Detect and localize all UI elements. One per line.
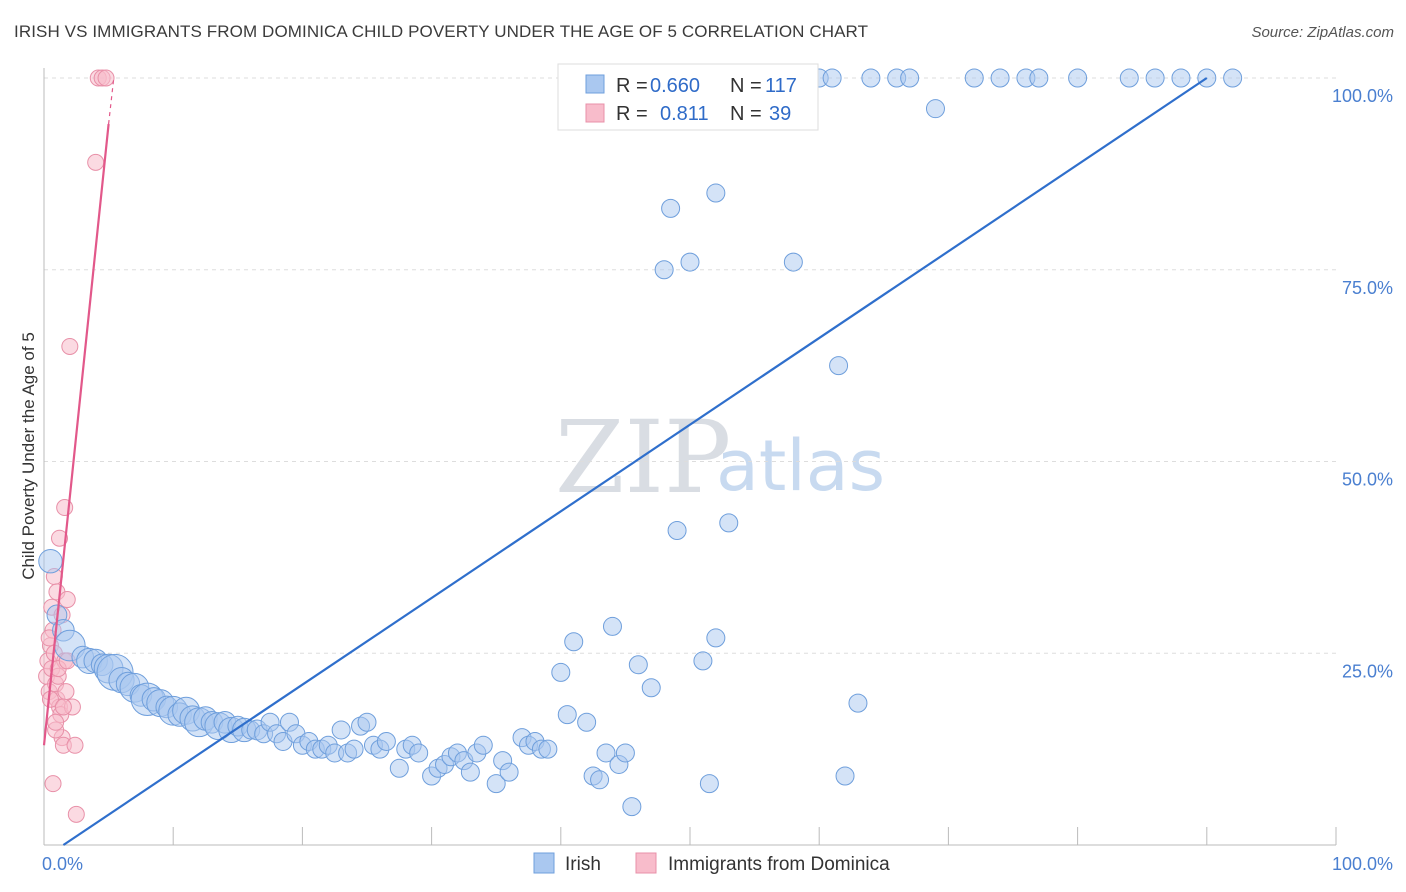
series-irish-points [38, 68, 1243, 817]
irish-point-51 [376, 731, 396, 751]
legend-r-label-dominica: R = [616, 103, 648, 125]
irish-point-94 [719, 513, 739, 533]
irish-point-48 [357, 712, 377, 732]
legend-n-label-dominica: N = [730, 103, 762, 125]
irish-point-100 [822, 68, 842, 88]
irish-point-78 [590, 770, 610, 790]
irish-point-44 [331, 720, 351, 740]
trend-line-irish [62, 77, 1208, 846]
dominica-point-34 [47, 713, 65, 731]
y-tick-label-0: 25.0% [1342, 661, 1393, 681]
trend-lines [42, 77, 1208, 846]
source-note: Source: ZipAtlas.com [1251, 24, 1394, 41]
irish-point-89 [680, 252, 700, 272]
irish-point-79 [596, 743, 616, 763]
legend-swatch-irish [585, 74, 605, 94]
irish-point-62 [460, 762, 480, 782]
y-tick-label-3: 100.0% [1332, 86, 1393, 106]
watermark-atlas: atlas [716, 425, 885, 507]
legend-n-value-irish: 117 [765, 75, 797, 97]
irish-point-73 [551, 662, 571, 682]
irish-point-64 [473, 735, 493, 755]
y-tick-label-1: 50.0% [1342, 470, 1393, 490]
irish-point-75 [564, 632, 584, 652]
legend-r-label-irish: R = [616, 75, 648, 97]
y-axis-label: Child Poverty Under the Age of 5 [19, 332, 38, 580]
irish-point-83 [622, 797, 642, 817]
bottom-legend-dominica: Immigrants from Dominica [668, 854, 890, 875]
irish-point-113 [1119, 68, 1139, 88]
dominica-point-27 [44, 775, 62, 793]
irish-point-55 [409, 743, 429, 763]
irish-point-90 [693, 651, 713, 671]
legend-n-value-dominica: 39 [769, 103, 791, 125]
irish-point-117 [1223, 68, 1243, 88]
legend-swatch-dominica [585, 103, 605, 123]
legend-r-value-dominica: 0.811 [660, 103, 709, 125]
irish-point-102 [835, 766, 855, 786]
stats-legend: R = 0.660 N = 117 R = 0.811 N = 39 [557, 63, 819, 131]
dominica-point-22 [58, 591, 76, 609]
irish-point-85 [641, 678, 661, 698]
x-tick-label-1: 100.0% [1332, 854, 1393, 874]
irish-point-0 [38, 549, 63, 574]
irish-point-93 [706, 183, 726, 203]
irish-point-107 [925, 99, 945, 119]
irish-point-91 [699, 774, 719, 794]
dominica-point-38 [97, 69, 115, 87]
dominica-point-23 [61, 337, 79, 355]
x-tick-label-0: 0.0% [42, 854, 83, 874]
irish-point-88 [667, 521, 687, 541]
dominica-point-26 [67, 805, 85, 823]
irish-point-86 [654, 260, 674, 280]
trend-line-dominica [42, 123, 110, 746]
irish-point-111 [1029, 68, 1049, 88]
irish-point-109 [990, 68, 1010, 88]
bottom-legend-irish: Irish [565, 854, 601, 875]
irish-point-115 [1171, 68, 1191, 88]
irish-point-67 [499, 762, 519, 782]
dominica-point-25 [66, 736, 84, 754]
irish-point-74 [557, 705, 577, 725]
legend-n-label-irish: N = [730, 75, 762, 97]
dominica-point-35 [87, 153, 105, 171]
x-tick-labels: 0.0% 100.0% [42, 854, 1393, 874]
bottom-legend-swatch-irish [533, 852, 555, 874]
gridlines [44, 77, 1336, 654]
y-tick-label-2: 75.0% [1342, 278, 1393, 298]
irish-point-84 [628, 655, 648, 675]
bottom-legend: Irish Immigrants from Dominica [533, 852, 890, 875]
irish-point-98 [783, 252, 803, 272]
axes [43, 68, 1337, 846]
irish-point-46 [344, 739, 364, 759]
irish-point-80 [602, 616, 622, 636]
dominica-point-19 [51, 529, 69, 547]
irish-point-104 [861, 68, 881, 88]
irish-point-76 [577, 712, 597, 732]
dominica-point-32 [54, 698, 72, 716]
dominica-point-15 [57, 683, 75, 701]
irish-point-106 [900, 68, 920, 88]
irish-point-87 [661, 198, 681, 218]
chart-title: IRISH VS IMMIGRANTS FROM DOMINICA CHILD … [14, 22, 869, 41]
irish-point-114 [1145, 68, 1165, 88]
irish-point-103 [848, 693, 868, 713]
irish-point-72 [538, 739, 558, 759]
irish-point-92 [706, 628, 726, 648]
irish-point-82 [615, 743, 635, 763]
irish-point-101 [829, 356, 849, 376]
irish-point-52 [389, 758, 409, 778]
irish-point-112 [1068, 68, 1088, 88]
irish-point-65 [486, 774, 506, 794]
watermark: ZIP atlas [555, 399, 885, 516]
bottom-legend-swatch-dominica [635, 852, 657, 874]
irish-point-108 [964, 68, 984, 88]
legend-r-value-irish: 0.660 [650, 75, 700, 97]
y-tick-labels: 25.0% 50.0% 75.0% 100.0% [1332, 86, 1393, 681]
